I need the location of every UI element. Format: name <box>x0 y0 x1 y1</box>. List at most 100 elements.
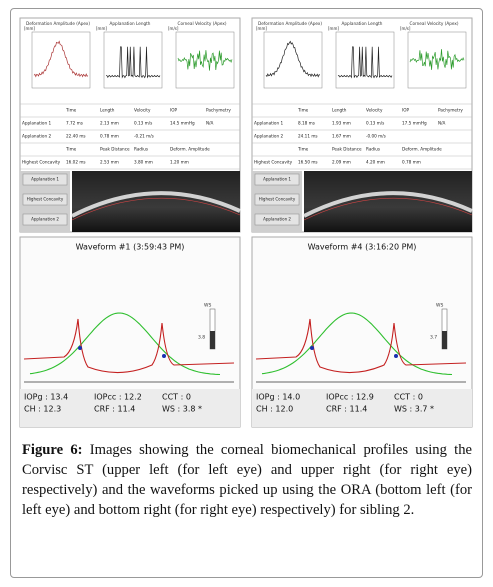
table-header: Radius <box>134 147 148 152</box>
cornea-arc <box>303 191 473 218</box>
readings-box <box>252 389 472 427</box>
table-cell: 17.5 mmHg <box>402 121 427 126</box>
table-header: Pachymetry <box>206 108 231 113</box>
plot-curve <box>265 40 321 78</box>
table-header: Length <box>332 108 347 113</box>
view-button-label: Applanation 2 <box>263 217 291 222</box>
waveform-title: Waveform #4 (3:16:20 PM) <box>308 243 417 252</box>
pressure-curve <box>261 312 453 376</box>
applanation-point <box>78 346 82 350</box>
ws-gauge-label: WS <box>204 303 211 309</box>
reading: WS : 3.8 * <box>162 405 202 414</box>
readings-box <box>20 389 240 427</box>
reading: CCT : 0 <box>162 393 191 402</box>
applanation-point <box>310 346 314 350</box>
plot-title: Corneal Velocity (Apex) <box>178 21 227 26</box>
applanation-point <box>162 354 166 358</box>
ws-gauge-fill <box>442 331 447 349</box>
plot-unit: [mm] <box>256 26 267 31</box>
plot-area <box>335 31 395 89</box>
plot-unit: [mm] <box>24 26 35 31</box>
reading: IOPg : 13.4 <box>24 393 68 402</box>
plot-area <box>263 31 323 89</box>
plot-area <box>31 31 91 89</box>
plot-curve <box>409 49 465 70</box>
table-cell: 14.5 mmHg <box>170 121 195 126</box>
plot-curve <box>33 40 89 78</box>
view-button[interactable] <box>22 173 68 186</box>
ws-gauge-value: 3.7 <box>430 335 437 341</box>
table-cell: 1.67 mm <box>332 134 351 139</box>
reading: IOPcc : 12.2 <box>94 393 142 402</box>
table-header: Length <box>100 108 115 113</box>
table-cell: 24.11 ms <box>298 134 318 139</box>
waveform-title: Waveform #1 (3:59:43 PM) <box>76 243 185 252</box>
caption-label: Figure 6: <box>22 442 83 458</box>
table-cell: N/A <box>206 121 214 126</box>
caption-text: Images showing the corneal biomechanical… <box>22 442 472 518</box>
view-button-label: Highest Concavity <box>259 197 296 202</box>
row-label: Applanation 1 <box>254 121 283 126</box>
plot-curve <box>337 46 393 79</box>
reading: CH : 12.3 <box>24 405 61 414</box>
plot-unit: [mm] <box>96 26 107 31</box>
table-cell: 7.72 ms <box>66 121 83 126</box>
reading: WS : 3.7 * <box>394 405 434 414</box>
table-header: IOP <box>170 108 178 113</box>
table-header: Velocity <box>134 108 151 113</box>
row-label: Applanation 2 <box>22 134 51 139</box>
plot-unit: [m/s] <box>400 26 411 31</box>
view-button[interactable] <box>22 213 68 226</box>
reading: CRF : 11.4 <box>94 405 135 414</box>
cornea-arc <box>71 191 241 218</box>
pressure-curve <box>29 312 221 376</box>
plot-curve <box>105 46 161 79</box>
table-header: Time <box>297 147 309 152</box>
view-button[interactable] <box>22 193 68 206</box>
plot-area <box>103 31 163 89</box>
table-header: Velocity <box>366 108 383 113</box>
table-cell: 0.78 mm <box>402 160 421 165</box>
row-label: Highest Concavity <box>254 160 293 165</box>
plot-title: Corneal Velocity (Apex) <box>410 21 459 26</box>
table-cell: 22.40 ms <box>66 134 86 139</box>
table-cell: 0.78 mm <box>100 134 119 139</box>
plot-title: Applanation Length <box>110 21 151 26</box>
view-button-label: Applanation 2 <box>31 217 59 222</box>
view-button-label: Applanation 1 <box>31 177 59 182</box>
reading: IOPcc : 12.9 <box>326 393 374 402</box>
table-cell: N/A <box>438 121 446 126</box>
reading: CRF : 11.4 <box>326 405 367 414</box>
table-cell: -0.00 m/s <box>366 134 386 139</box>
cornea-edge <box>303 197 473 221</box>
view-button[interactable] <box>254 193 300 206</box>
view-button[interactable] <box>254 213 300 226</box>
reading: CH : 12.0 <box>256 405 293 414</box>
view-button-label: Applanation 1 <box>263 177 291 182</box>
reading: CCT : 0 <box>394 393 423 402</box>
table-cell: 2.09 mm <box>332 160 351 165</box>
table-cell: 0.13 m/s <box>134 121 152 126</box>
plot-unit: [m/s] <box>168 26 179 31</box>
table-header: Time <box>65 147 77 152</box>
table-cell: 3.80 mm <box>134 160 153 165</box>
row-label: Highest Concavity <box>22 160 61 165</box>
applanation-point <box>394 354 398 358</box>
table-header: Deform. Amplitude <box>170 147 210 152</box>
reading: IOPg : 14.0 <box>256 393 300 402</box>
table-cell: 2.13 mm <box>100 121 119 126</box>
table-cell: 1.20 mm <box>170 160 189 165</box>
table-header: Peak Distance <box>332 147 362 152</box>
table-cell: 16.02 ms <box>66 160 86 165</box>
row-label: Applanation 2 <box>254 134 283 139</box>
figure-images: Deformation Amplitude (Apex)[mm]Applanat… <box>19 17 473 428</box>
view-button[interactable] <box>254 173 300 186</box>
figure-frame <box>10 8 483 578</box>
table-cell: 8.18 ms <box>298 121 315 126</box>
caption: Figure 6: Images showing the corneal bio… <box>22 440 472 520</box>
table-header: Time <box>297 108 309 113</box>
table-header: IOP <box>402 108 410 113</box>
table-cell: 1.93 mm <box>332 121 351 126</box>
table-cell: 16.50 ms <box>298 160 318 165</box>
